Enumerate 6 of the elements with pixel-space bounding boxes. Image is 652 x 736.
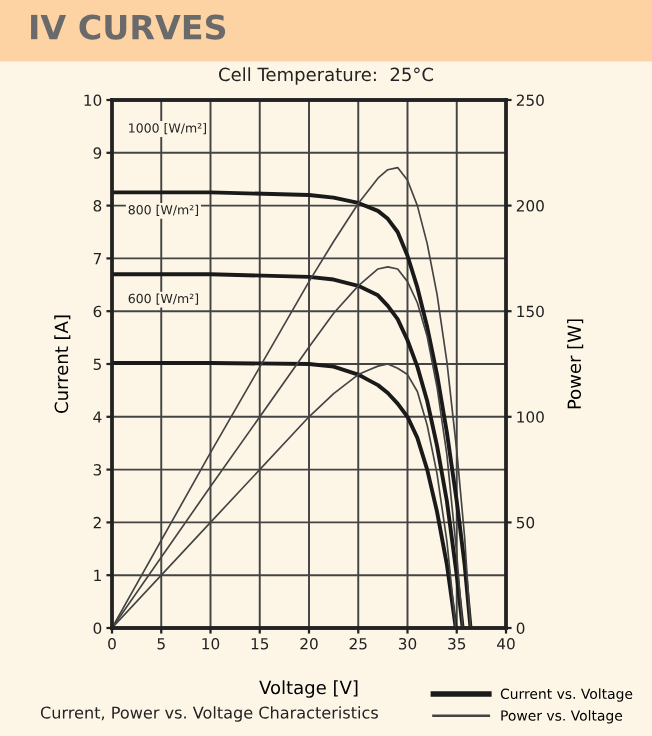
chart-subtitle: Cell Temperature: 25°C [219,67,434,85]
y2-axis-title: Power [W] [567,319,584,409]
chart-title: IV CURVES [31,14,226,40]
y-axis-title: Current [A] [54,315,71,413]
text: Current, Power vs. Voltage Characteristics [40,706,378,722]
x-axis-title: Voltage [V] [259,680,358,698]
